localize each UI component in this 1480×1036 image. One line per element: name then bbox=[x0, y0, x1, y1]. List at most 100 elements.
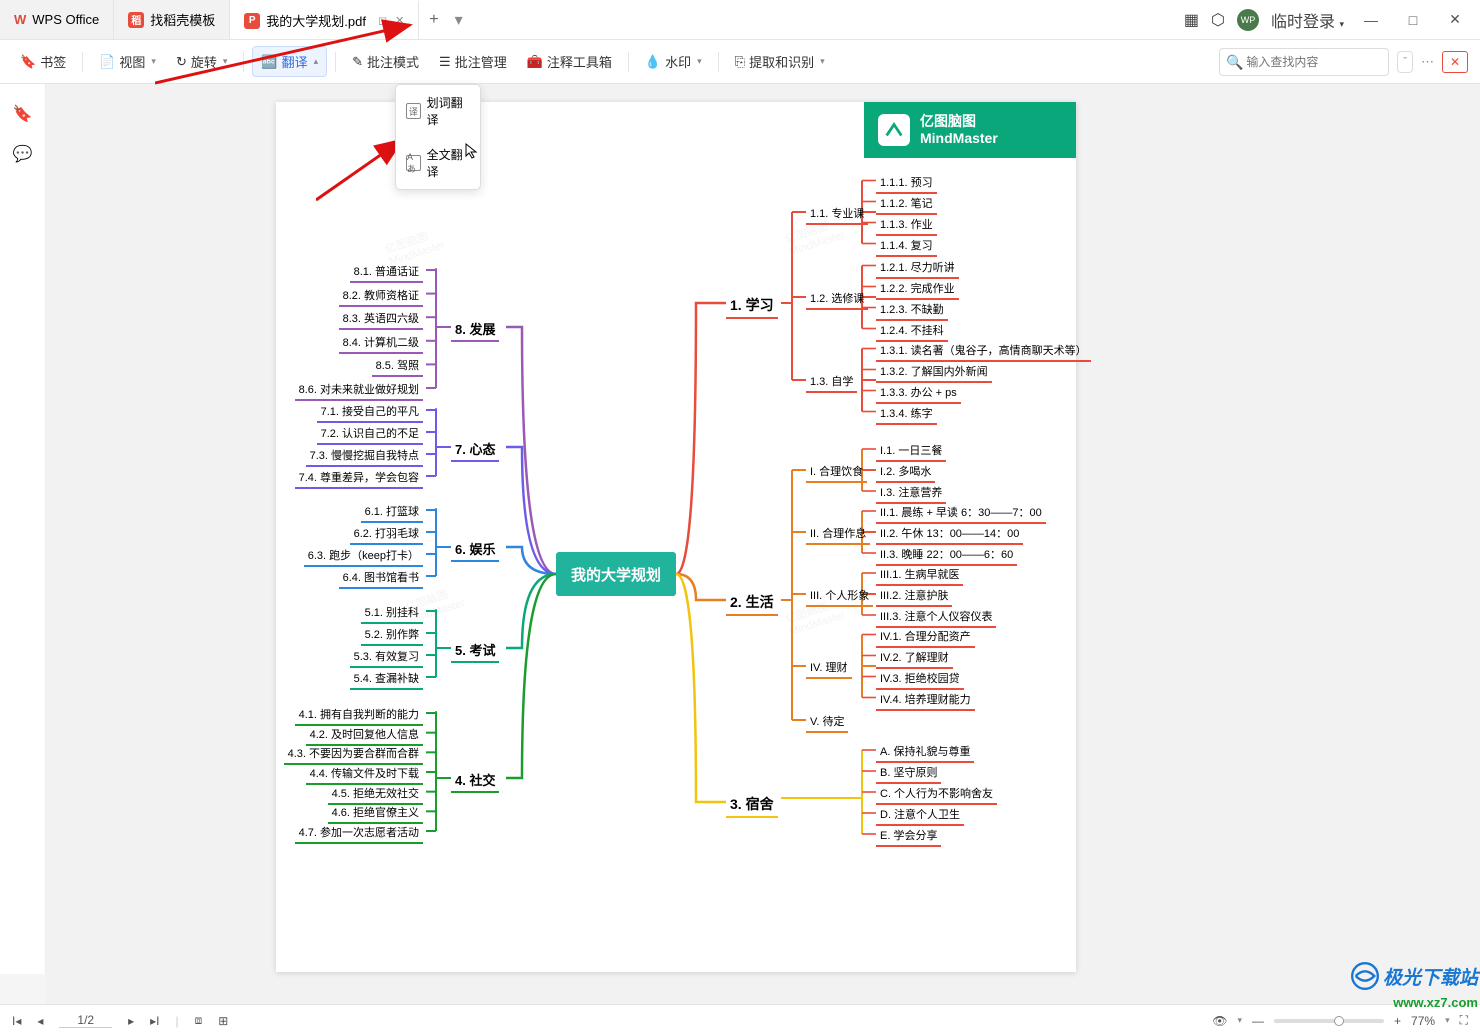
branch-l1: 1. 学习 bbox=[726, 293, 778, 319]
leaf: 1.2.2. 完成作业 bbox=[876, 278, 959, 300]
word-translate-icon: 译 bbox=[406, 103, 421, 119]
leaf: E. 学会分享 bbox=[876, 825, 941, 847]
leaf: 8.1. 普通话证 bbox=[350, 261, 423, 283]
leaf: D. 注意个人卫生 bbox=[876, 804, 964, 826]
leaf: 6.1. 打篮球 bbox=[361, 501, 423, 523]
translate-dropdown: 译 划词翻译 Aあ 全文翻译 bbox=[395, 84, 481, 190]
leaf: II.2. 午休 13：00——14：00 bbox=[876, 523, 1023, 545]
last-page-button[interactable]: ▸I bbox=[150, 1014, 159, 1028]
more-icon[interactable]: ⋯ bbox=[1421, 54, 1434, 70]
dropdown-item-full-translate[interactable]: Aあ 全文翻译 bbox=[396, 137, 480, 189]
toolbar-translate[interactable]: 🔤翻译▴ bbox=[252, 46, 327, 77]
next-page-button[interactable]: ▸ bbox=[128, 1014, 134, 1028]
toolbar-annotate-manage[interactable]: ☰批注管理 bbox=[431, 47, 515, 76]
avatar[interactable]: WP bbox=[1237, 9, 1259, 31]
toolbar-annotate-tools[interactable]: 🧰注释工具箱 bbox=[519, 47, 620, 76]
leaf: 1.1.3. 作业 bbox=[876, 214, 937, 236]
leaf: 5.2. 别作弊 bbox=[361, 624, 423, 646]
maximize-button[interactable]: □ bbox=[1398, 12, 1428, 28]
daoke-icon: 稻 bbox=[128, 12, 144, 28]
titlebar: W WPS Office 稻 找稻壳模板 P 我的大学规划.pdf ◻ ✕ + … bbox=[0, 0, 1480, 40]
leaf: 7.2. 认识自己的不足 bbox=[317, 423, 423, 445]
view-mode-icon[interactable]: 👁 bbox=[1212, 1014, 1227, 1028]
zoom-in-button[interactable]: + bbox=[1394, 1014, 1401, 1028]
leaf: 8.4. 计算机二级 bbox=[339, 332, 423, 354]
leaf: 1.3.3. 办公 + ps bbox=[876, 382, 961, 404]
grid-icon[interactable]: ▦ bbox=[1184, 10, 1199, 30]
leaf: III.1. 生病早就医 bbox=[876, 564, 963, 586]
toolbar-annotate-mode[interactable]: ✎批注模式 bbox=[344, 47, 427, 76]
tab-label: 我的大学规划.pdf bbox=[266, 11, 366, 30]
leaf: 1.3.1. 读名著（鬼谷子，高情商聊天术等） bbox=[876, 340, 1091, 362]
leaf: IV.3. 拒绝校园贷 bbox=[876, 668, 964, 690]
branch-l2: 1.2. 选修课 bbox=[806, 288, 868, 310]
branch-l2: I. 合理饮食 bbox=[806, 461, 867, 483]
leaf: 6.2. 打羽毛球 bbox=[350, 523, 423, 545]
leaf: 7.1. 接受自己的平凡 bbox=[317, 401, 423, 423]
leaf: II.3. 晚睡 22：00——6：60 bbox=[876, 544, 1017, 566]
branch-l2: 1.1. 专业课 bbox=[806, 203, 868, 225]
page-indicator[interactable]: 1/2 bbox=[59, 1013, 112, 1028]
tab-label: WPS Office bbox=[32, 12, 99, 27]
search-options-button[interactable]: ˇ bbox=[1397, 51, 1413, 73]
tab-wps[interactable]: W WPS Office bbox=[0, 0, 114, 39]
search-icon: 🔍 bbox=[1226, 54, 1243, 71]
fullscreen-button[interactable]: ⛶ bbox=[1460, 1013, 1468, 1028]
branch-l1: 4. 社交 bbox=[451, 768, 499, 793]
mindmaster-badge: 亿图脑图MindMaster bbox=[864, 102, 1076, 158]
document-page: 亿图脑图MindMaster 亿图脑图MindMaster 亿图脑图MindMa… bbox=[276, 102, 1076, 972]
tab-document[interactable]: P 我的大学规划.pdf ◻ ✕ bbox=[230, 0, 419, 39]
fit-page-icon[interactable]: ⧈ bbox=[195, 1013, 203, 1028]
document-canvas[interactable]: 亿图脑图MindMaster 亿图脑图MindMaster 亿图脑图MindMa… bbox=[46, 84, 1480, 1004]
leaf: 1.3.2. 了解国内外新闻 bbox=[876, 361, 992, 383]
prev-page-button[interactable]: ◂ bbox=[37, 1014, 43, 1028]
bookmark-icon[interactable]: 🔖 bbox=[13, 104, 33, 124]
leaf: 8.2. 教师资格证 bbox=[339, 285, 423, 307]
leaf: I.2. 多喝水 bbox=[876, 461, 935, 483]
branch-l2: II. 合理作息 bbox=[806, 523, 870, 545]
branch-l1: 8. 发展 bbox=[451, 317, 499, 342]
toolbar-watermark[interactable]: 💧水印▾ bbox=[637, 47, 710, 76]
leaf: C. 个人行为不影响舍友 bbox=[876, 783, 997, 805]
branch-l2: IV. 理财 bbox=[806, 657, 852, 679]
cube-icon[interactable]: ⬡ bbox=[1211, 10, 1225, 30]
leaf: IV.4. 培养理财能力 bbox=[876, 689, 975, 711]
tab-detach-icon[interactable]: ◻ bbox=[378, 14, 387, 27]
leaf: IV.2. 了解理财 bbox=[876, 647, 953, 669]
leaf: 8.5. 驾照 bbox=[372, 355, 423, 377]
dropdown-item-label: 全文翻译 bbox=[427, 146, 470, 180]
branch-l1: 6. 娱乐 bbox=[451, 537, 499, 562]
fit-width-icon[interactable]: ⊞ bbox=[218, 1014, 228, 1028]
close-button[interactable]: ✕ bbox=[1440, 11, 1470, 28]
branch-l2: V. 待定 bbox=[806, 711, 848, 733]
tab-close-icon[interactable]: ✕ bbox=[395, 14, 404, 27]
zoom-out-button[interactable]: — bbox=[1252, 1014, 1264, 1028]
dropdown-item-word-translate[interactable]: 译 划词翻译 bbox=[396, 85, 480, 137]
branch-l1: 2. 生活 bbox=[726, 590, 778, 616]
toolbar-extract[interactable]: ⎘提取和识别▾ bbox=[727, 47, 833, 76]
toolbar-rotate[interactable]: ↻旋转▾ bbox=[168, 47, 235, 76]
leaf: 1.2.4. 不挂科 bbox=[876, 320, 948, 342]
exit-button[interactable]: ✕ bbox=[1442, 51, 1468, 73]
leaf: III.2. 注意护肤 bbox=[876, 585, 952, 607]
leaf: 1.2.1. 尽力听讲 bbox=[876, 257, 959, 279]
login-label[interactable]: 临时登录 ▾ bbox=[1271, 8, 1344, 32]
toolbar-bookmark[interactable]: 🔖书签 bbox=[12, 47, 74, 76]
search-input[interactable] bbox=[1219, 48, 1389, 76]
tab-more-icon[interactable]: ▾ bbox=[455, 10, 463, 30]
zoom-level[interactable]: 77% bbox=[1411, 1014, 1435, 1028]
leaf: 6.4. 图书馆看书 bbox=[339, 567, 423, 589]
new-tab-button[interactable]: + bbox=[419, 11, 448, 29]
minimize-button[interactable]: — bbox=[1356, 12, 1386, 28]
pdf-icon: P bbox=[244, 13, 260, 29]
first-page-button[interactable]: I◂ bbox=[12, 1014, 21, 1028]
tab-daoke[interactable]: 稻 找稻壳模板 bbox=[114, 0, 230, 39]
leaf: 5.3. 有效复习 bbox=[350, 646, 423, 668]
zoom-slider[interactable] bbox=[1274, 1019, 1384, 1023]
branch-l1: 7. 心态 bbox=[451, 437, 499, 462]
comment-icon[interactable]: 💬 bbox=[13, 144, 33, 164]
leaf: A. 保持礼貌与尊重 bbox=[876, 741, 974, 763]
wps-logo-icon: W bbox=[14, 12, 26, 27]
mindmap-root: 我的大学规划 bbox=[556, 552, 676, 596]
toolbar-view[interactable]: 📄视图▾ bbox=[91, 47, 164, 76]
